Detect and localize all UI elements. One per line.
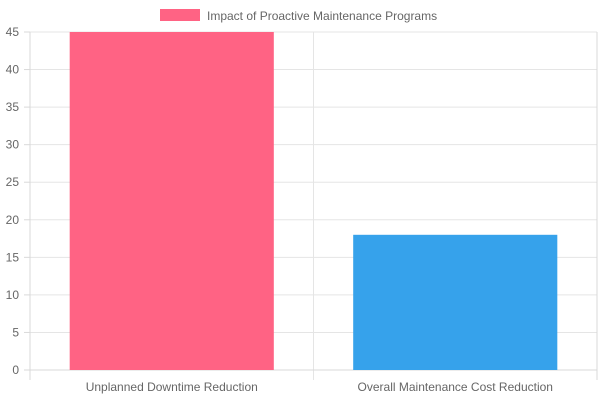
legend-swatch — [160, 9, 200, 21]
y-tick-label: 30 — [6, 138, 20, 152]
y-tick-label: 35 — [6, 100, 20, 114]
x-tick-label: Unplanned Downtime Reduction — [86, 380, 258, 394]
y-tick-label: 10 — [6, 288, 20, 302]
bar-unplanned-downtime-reduction[interactable] — [69, 32, 274, 370]
y-tick-label: 0 — [12, 363, 19, 377]
tick-labels: 0 5 10 15 20 25 30 35 40 45 Unplanned Downtime Red… — [6, 25, 553, 394]
bars — [69, 32, 558, 370]
y-tick-label: 5 — [12, 325, 19, 339]
legend[interactable]: Impact of Proactive Maintenance Programs — [160, 9, 437, 23]
y-tick-label: 15 — [6, 250, 20, 264]
y-tick-label: 40 — [6, 63, 20, 77]
legend-label: Impact of Proactive Maintenance Programs — [207, 9, 437, 23]
bar-overall-maintenance-cost-reduction[interactable] — [353, 234, 558, 370]
x-tick-label: Overall Maintenance Cost Reduction — [358, 380, 553, 394]
y-tick-label: 25 — [6, 175, 20, 189]
y-tick-label: 20 — [6, 213, 20, 227]
y-tick-label: 45 — [6, 25, 20, 39]
